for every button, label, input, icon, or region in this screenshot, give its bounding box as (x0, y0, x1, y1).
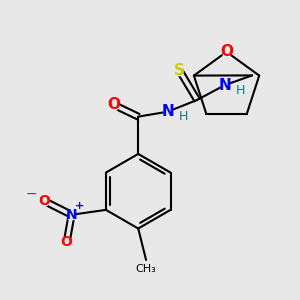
Text: O: O (38, 194, 50, 208)
Text: +: + (75, 201, 84, 211)
Text: S: S (174, 63, 185, 78)
FancyBboxPatch shape (110, 99, 118, 111)
Text: H: H (236, 84, 245, 97)
Text: O: O (107, 98, 120, 112)
Text: H: H (179, 110, 188, 123)
Text: −: − (26, 187, 37, 201)
FancyBboxPatch shape (63, 237, 70, 248)
Text: N: N (66, 208, 77, 222)
FancyBboxPatch shape (164, 106, 172, 118)
Text: N: N (218, 78, 231, 93)
FancyBboxPatch shape (176, 65, 183, 76)
FancyBboxPatch shape (68, 209, 75, 220)
FancyBboxPatch shape (40, 196, 48, 206)
FancyBboxPatch shape (223, 46, 230, 58)
Text: N: N (161, 104, 174, 119)
Text: O: O (61, 235, 73, 249)
Text: O: O (220, 44, 233, 59)
Text: CH₃: CH₃ (136, 264, 156, 274)
FancyBboxPatch shape (220, 80, 229, 91)
